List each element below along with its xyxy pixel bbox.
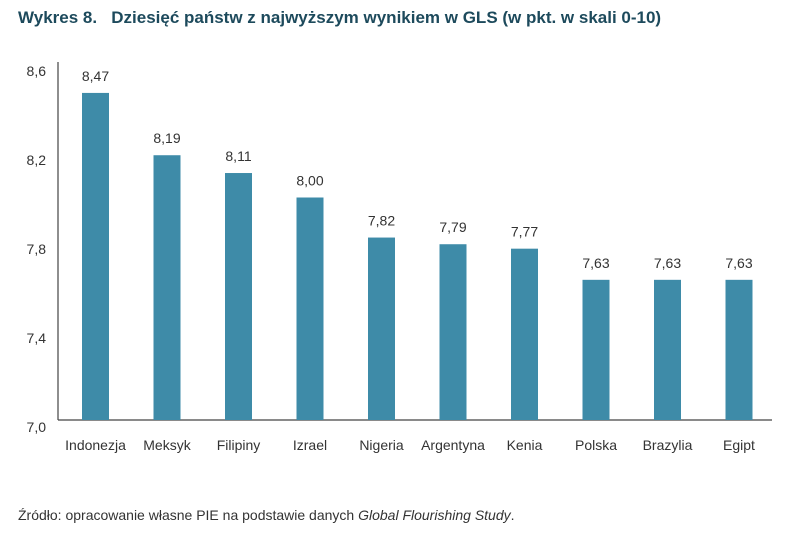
data-label: 7,63 [654,255,681,271]
data-label: 8,11 [225,148,251,164]
data-label: 7,63 [582,255,609,271]
y-tick-label: 7,8 [27,241,47,257]
y-tick-label: 8,2 [27,152,47,168]
x-tick-label: Nigeria [359,437,404,453]
x-tick-label: Polska [575,437,617,453]
source-suffix: . [510,507,515,523]
data-label: 8,47 [82,68,109,84]
bar-polska [582,279,610,420]
data-label: 7,79 [439,219,466,235]
data-label: 7,82 [368,213,395,229]
x-tick-label: Filipiny [217,437,261,453]
bar-izrael [296,197,324,420]
source-italic: Global Flourishing Study [358,507,511,523]
source-note: Źródło: opracowanie własne PIE na podsta… [18,507,515,523]
bar-argentyna [439,244,467,420]
data-label: 8,19 [153,130,180,146]
data-label: 7,77 [511,224,538,240]
bar-meksyk [153,155,181,420]
y-tick-label: 8,6 [27,63,47,79]
source-prefix: Źródło: opracowanie własne PIE na podsta… [18,507,359,523]
bar-indonezja [82,92,109,421]
bar-kenia [511,248,538,420]
x-tick-label: Meksyk [143,437,191,453]
data-label: 7,63 [725,255,752,271]
x-tick-label: Argentyna [421,437,485,453]
x-tick-label: Indonezja [65,437,126,453]
x-tick-label: Kenia [507,437,543,453]
y-tick-label: 7,4 [27,330,47,346]
x-tick-label: Brazylia [643,437,693,453]
data-label: 8,00 [296,173,323,189]
chart-title: Wykres 8. Dziesięć państw z najwyższym w… [18,8,662,27]
x-tick-label: Egipt [723,437,755,453]
x-tick-label: Izrael [293,437,327,453]
y-tick-label: 7,0 [27,419,47,435]
bar-nigeria [368,237,395,420]
bar-egipt [725,279,753,420]
bar-brazylia [654,279,681,420]
bar-filipiny [225,173,252,420]
